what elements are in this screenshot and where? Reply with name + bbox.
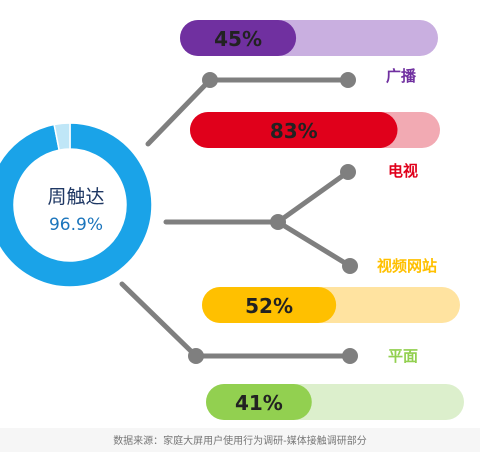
bar-value-label: 41% <box>235 391 283 415</box>
bar-fill <box>206 384 312 420</box>
connector-node <box>202 72 218 88</box>
connector-node <box>188 348 204 364</box>
connector-line <box>119 281 199 359</box>
data-source-note: 数据来源：家庭大屏用户使用行为调研-媒体接触调研部分 <box>113 436 367 447</box>
bar-value-label: 83% <box>270 119 318 143</box>
category-label: 电视 <box>388 162 418 180</box>
bar-fill <box>202 287 337 323</box>
connector-node <box>340 164 356 180</box>
bar-value-label: 52% <box>245 294 293 318</box>
connector-node <box>270 214 286 230</box>
donut-reach-segment <box>0 122 153 288</box>
connector-node <box>340 72 356 88</box>
connector-node <box>342 348 358 364</box>
bar-value-label: 45% <box>214 27 262 51</box>
category-label: 平面 <box>388 347 418 365</box>
connector-node <box>342 258 358 274</box>
category-label: 广播 <box>386 67 417 85</box>
category-label: 视频网站 <box>377 257 437 275</box>
source-background <box>0 428 480 452</box>
donut-center-value: 96.9% <box>49 215 103 235</box>
donut-remaining-segment <box>53 122 71 151</box>
connector-line <box>275 219 353 269</box>
connector-line <box>145 77 213 147</box>
connector-line <box>275 169 351 225</box>
donut-hole <box>15 150 125 260</box>
bar-fill <box>180 20 297 56</box>
bar-fill <box>190 112 398 148</box>
donut-center-label: 周触达 <box>47 186 104 208</box>
